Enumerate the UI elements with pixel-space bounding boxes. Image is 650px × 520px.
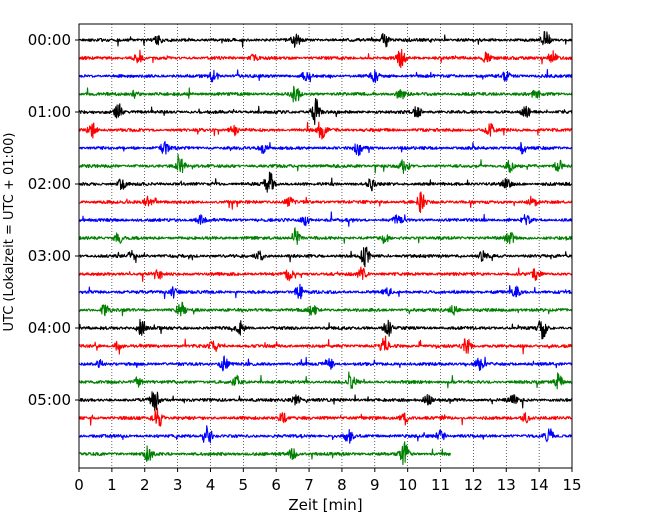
y-tick-label-0300: 03:00 [28,247,71,265]
x-axis-ticks: 0 1 2 3 4 5 6 7 8 9 10 11 12 13 14 15 [74,468,582,494]
trace-0100 [78,97,573,126]
x-tick-label-9: 9 [370,476,380,494]
plot-frame [78,23,573,469]
trace-0200 [78,171,573,193]
trace-0530 [78,425,573,444]
x-tick-label-12: 12 [464,476,483,494]
y-axis-ticks: 00:00 01:00 02:00 03:00 04:00 05:00 [28,31,79,409]
x-tick-label-14: 14 [530,476,549,494]
trace-0300 [78,246,573,268]
x-tick-label-11: 11 [431,476,450,494]
x-tick-label-7: 7 [304,476,314,494]
seismic-traces [78,31,573,466]
y-tick-label-0100: 01:00 [28,103,71,121]
trace-0145 [78,153,573,175]
trace-0115 [78,121,573,140]
y-tick-label-0000: 00:00 [28,31,71,49]
x-tick-label-3: 3 [173,476,183,494]
trace-0430 [78,355,573,372]
trace-0015 [78,48,573,69]
x-tick-label-15: 15 [562,476,581,494]
trace-0545 [78,441,451,466]
y-tick-label-0200: 02:00 [28,175,71,193]
trace-0215 [78,191,573,214]
vertical-gridlines [111,24,540,468]
trace-0500 [78,391,573,412]
trace-0130 [78,140,573,157]
x-tick-label-10: 10 [398,476,417,494]
x-tick-label-5: 5 [239,476,249,494]
x-tick-label-2: 2 [140,476,150,494]
y-tick-label-0400: 04:00 [28,319,71,337]
x-tick-label-8: 8 [337,476,347,494]
trace-0315 [78,266,573,283]
x-tick-label-4: 4 [206,476,216,494]
trace-0415 [78,335,573,355]
trace-0030 [78,69,573,84]
trace-0330 [78,283,573,300]
x-tick-label-6: 6 [271,476,281,494]
trace-0045 [78,85,573,103]
trace-0345 [78,301,573,317]
trace-0230 [78,211,573,227]
x-tick-label-0: 0 [74,476,84,494]
trace-0245 [78,227,573,245]
x-tick-label-13: 13 [497,476,516,494]
trace-0400 [78,318,573,340]
trace-0515 [78,407,573,427]
y-tick-label-0500: 05:00 [28,391,71,409]
trace-0445 [78,371,573,390]
trace-0000 [78,31,573,48]
y-axis-label: UTC (Lokalzeit = UTC + 01:00) [2,133,17,332]
x-tick-label-1: 1 [107,476,117,494]
x-axis-label: Zeit [min] [288,496,362,514]
